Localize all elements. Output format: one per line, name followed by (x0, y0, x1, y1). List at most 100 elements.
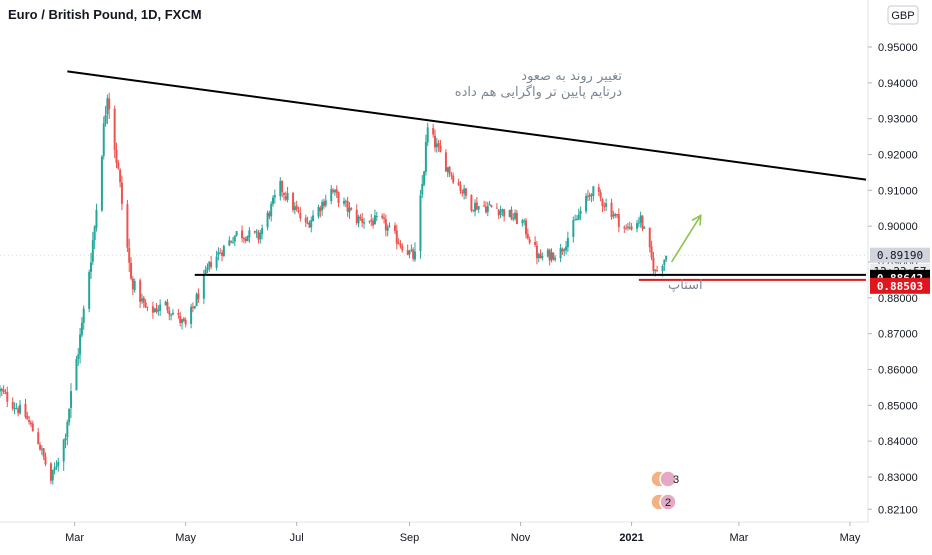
candle-body (281, 180, 284, 193)
candle-body (654, 270, 657, 272)
candle-body (0, 389, 1, 392)
candle-body (525, 220, 528, 235)
candle-body (384, 219, 387, 231)
candle-body (126, 204, 129, 248)
candle-body (284, 196, 287, 200)
candle-body (202, 274, 205, 299)
candle-body (181, 319, 184, 324)
candle-body (82, 308, 85, 323)
x-tick-label: Nov (511, 532, 531, 544)
candle-body (457, 182, 460, 185)
candle-body (432, 128, 435, 135)
candle-body (231, 242, 234, 244)
x-tick-label: May (175, 532, 196, 544)
candle-body (599, 192, 602, 199)
trend-note-line1[interactable]: تغییر روند به صعود (521, 69, 622, 84)
candle-body (537, 254, 540, 258)
candle-body (503, 209, 506, 217)
currency-chip[interactable]: GBP (887, 5, 919, 25)
candle-body (66, 422, 69, 438)
y-tick-label: 0.84000 (878, 436, 918, 448)
x-tick-label: May (840, 532, 861, 544)
candle-body (650, 246, 653, 258)
trend-arrow[interactable] (670, 214, 702, 263)
candle-body (4, 392, 7, 394)
candle-body (628, 227, 631, 229)
candle-body (577, 214, 580, 220)
candle-body (244, 238, 247, 241)
candle-body (228, 240, 231, 246)
candle-body (319, 207, 322, 212)
candle-body (151, 306, 154, 313)
symbol-title[interactable]: Euro / British Pound, 1D, FXCM (8, 7, 202, 22)
candle-body (26, 416, 29, 420)
candle-body (102, 123, 105, 156)
candle-body (317, 207, 320, 217)
candle-body (566, 237, 569, 248)
candle-body (388, 225, 391, 227)
candle-body (69, 391, 72, 408)
candle-body (446, 167, 449, 173)
candle-body (424, 141, 427, 172)
trend-note-line2[interactable]: درتایم پایین تر واگرایی هم داده (455, 84, 622, 100)
candle-body (375, 216, 378, 218)
candle-body (501, 209, 504, 212)
candle-body (610, 202, 613, 218)
candle-body (641, 215, 644, 229)
candle-body (475, 202, 478, 210)
candle-body (88, 272, 91, 309)
candle-body (330, 189, 333, 202)
candle-body (541, 256, 544, 258)
candle-body (470, 194, 473, 211)
candle-body (361, 218, 364, 223)
candle-body (523, 220, 526, 222)
candle-body (191, 306, 194, 308)
candlesticks (0, 92, 668, 485)
candle-body (117, 162, 120, 169)
candle-body (155, 308, 158, 313)
candle-body (80, 322, 83, 336)
candle-body (106, 98, 109, 115)
trend-arrow-head[interactable] (691, 214, 702, 226)
candle-body (51, 469, 54, 481)
candle-body (79, 334, 82, 355)
candle-body (437, 143, 440, 147)
candle-body (164, 301, 167, 306)
resistance-trendline[interactable] (67, 70, 867, 181)
candle-body (204, 269, 207, 275)
candle-body (28, 420, 31, 423)
candle-body (383, 217, 386, 219)
candle-body (68, 408, 71, 423)
candle-body (452, 175, 455, 183)
drawings[interactable] (67, 70, 867, 281)
candle-body (495, 207, 498, 209)
candle-body (44, 456, 47, 465)
candle-body (381, 215, 384, 218)
candle-body (308, 222, 311, 228)
candle-body (550, 252, 553, 260)
candle-body (488, 204, 491, 206)
candle-body (486, 206, 489, 212)
candle-body (182, 318, 185, 321)
candle-body (386, 227, 389, 231)
x-tick-label: Mar (729, 532, 748, 544)
candle-body (268, 212, 271, 217)
time-scale[interactable] (0, 522, 932, 550)
candle-body (346, 200, 349, 212)
candle-body (535, 245, 538, 259)
candle-body (337, 191, 340, 203)
candle-body (435, 143, 438, 148)
candle-body (57, 461, 60, 467)
candle-body (574, 219, 577, 221)
event-badge-1[interactable]: 3 (650, 470, 679, 488)
candle-body (64, 437, 67, 441)
candle-body (53, 467, 56, 471)
event-count-2: 2 (665, 497, 671, 509)
y-tick-label: 0.93000 (878, 114, 918, 126)
candle-body (399, 243, 402, 246)
event-badge-2[interactable]: 2 (650, 493, 677, 511)
stop-label[interactable]: استاپ (668, 278, 703, 293)
candle-body (614, 213, 617, 216)
